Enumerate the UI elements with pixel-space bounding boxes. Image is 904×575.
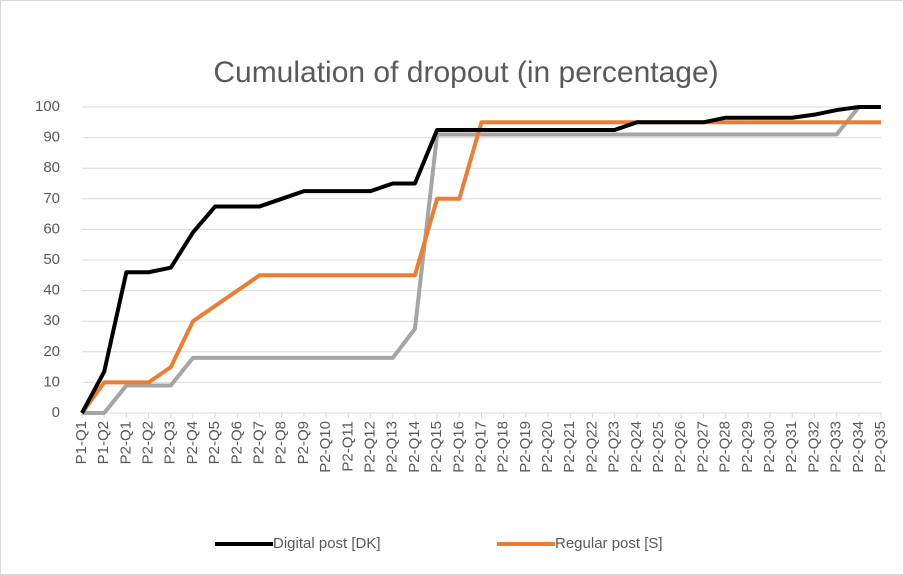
x-tick-label: P2-Q28 — [717, 421, 734, 473]
x-tick-label: P2-Q14 — [406, 421, 423, 473]
x-tick-label: P2-Q20 — [539, 421, 556, 473]
x-tick-label: P2-Q26 — [672, 421, 689, 473]
x-tick-label: P2-Q4 — [184, 421, 201, 464]
x-tick-label: P2-Q24 — [628, 421, 645, 473]
y-tick-label: 60 — [43, 220, 60, 237]
y-tick-label: 30 — [43, 312, 60, 329]
y-tick-label: 90 — [43, 129, 60, 146]
legend-label: Digital post [DK] — [273, 535, 381, 552]
x-tick-label: P2-Q29 — [739, 421, 756, 473]
x-tick-label: P2-Q34 — [850, 421, 867, 473]
y-tick-label: 0 — [52, 404, 60, 421]
x-tick-label: P2-Q33 — [828, 421, 845, 473]
x-tick-label: P2-Q15 — [428, 421, 445, 473]
x-tick-label: P2-Q16 — [450, 421, 467, 473]
line-series — [80, 105, 881, 414]
line-series — [82, 105, 881, 415]
x-tick-label: P2-Q5 — [206, 421, 223, 464]
legend-label: Regular post [S] — [555, 535, 663, 552]
x-tick-label: P2-Q22 — [583, 421, 600, 473]
x-tick-label: P2-Q7 — [251, 421, 268, 464]
x-tick-label: P1-Q1 — [73, 421, 90, 464]
x-tick-label: P2-Q1 — [117, 421, 134, 464]
x-tick-label: P2-Q32 — [805, 421, 822, 473]
x-tick-label: P2-Q17 — [472, 421, 489, 473]
line-series — [80, 120, 881, 415]
x-tick-label: P2-Q35 — [872, 421, 889, 473]
x-tick-label: P2-Q18 — [495, 421, 512, 473]
x-tick-label: P2-Q11 — [339, 421, 356, 472]
chart-title: Cumulation of dropout (in percentage) — [213, 56, 718, 89]
y-tick-label: 10 — [43, 373, 60, 390]
x-tick-label: P2-Q25 — [650, 421, 667, 473]
x-tick-label: P2-Q10 — [317, 421, 334, 473]
x-tick-label: P2-Q27 — [694, 421, 711, 473]
x-tick-label: P2-Q8 — [273, 421, 290, 464]
x-tick-label: P2-Q31 — [783, 421, 800, 473]
x-tick-label: P2-Q21 — [561, 421, 578, 473]
y-tick-label: 20 — [43, 343, 60, 360]
y-tick-label: 40 — [43, 282, 60, 299]
x-tick-label: P2-Q30 — [761, 421, 778, 473]
x-tick-label: P1-Q2 — [95, 421, 112, 464]
x-tick-label: P2-Q9 — [295, 421, 312, 464]
x-tick-label: P2-Q3 — [162, 421, 179, 464]
y-tick-label: 50 — [43, 251, 60, 268]
y-tick-label: 80 — [43, 159, 60, 176]
x-tick-label: P2-Q23 — [606, 421, 623, 473]
x-tick-label: P2-Q2 — [140, 421, 157, 464]
x-tick-label: P2-Q13 — [384, 421, 401, 473]
x-tick-label: P2-Q6 — [228, 421, 245, 464]
x-tick-label: P2-Q12 — [361, 421, 378, 473]
x-tick-label: P2-Q19 — [517, 421, 534, 473]
y-tick-label: 100 — [35, 98, 60, 115]
y-tick-label: 70 — [43, 190, 60, 207]
